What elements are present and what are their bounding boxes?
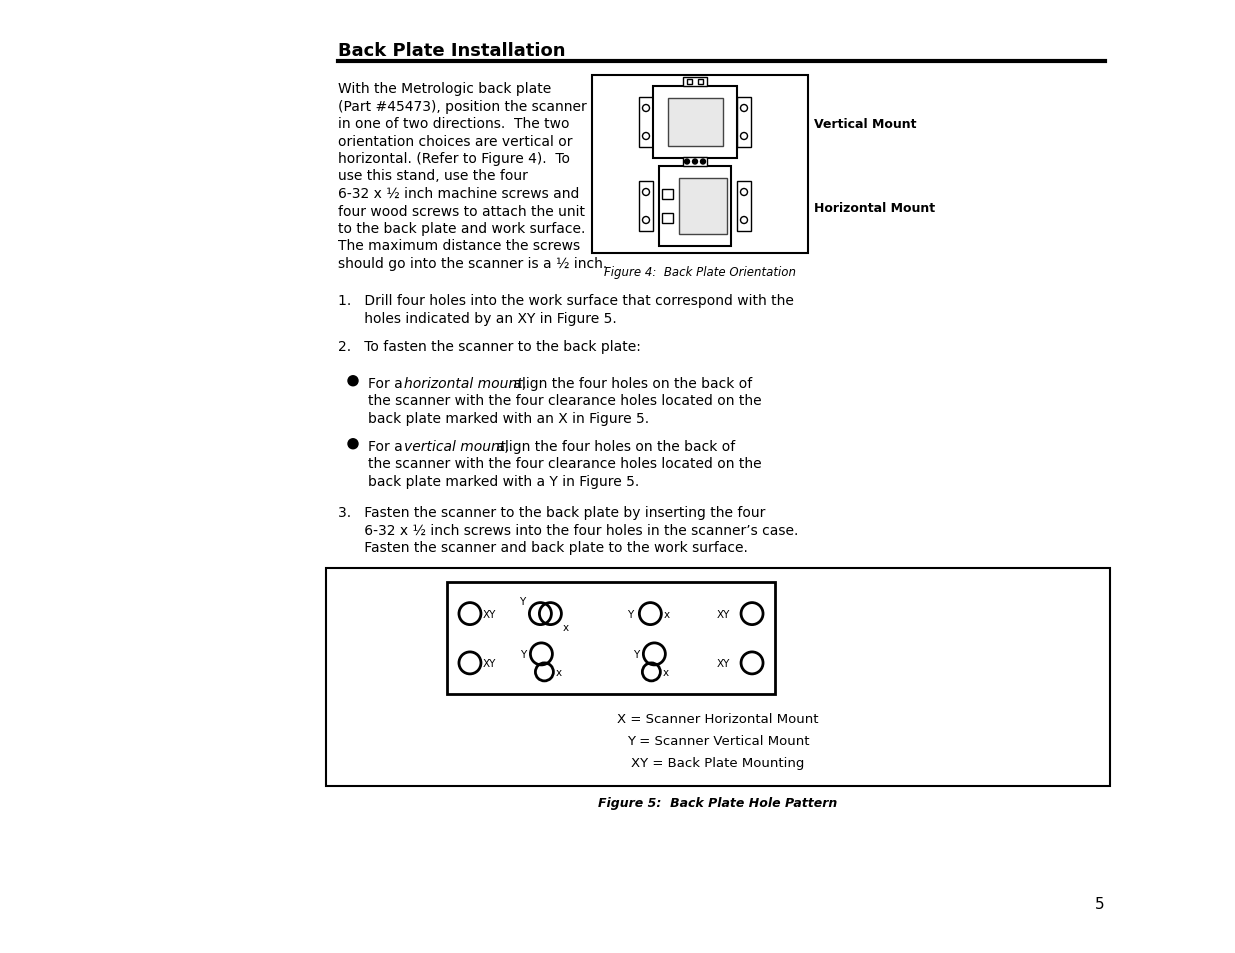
Text: x: x: [556, 667, 562, 678]
Bar: [653, 87, 737, 159]
Text: For a: For a: [368, 439, 408, 454]
Text: use this stand, use the four: use this stand, use the four: [338, 170, 527, 183]
Text: horizontal mount,: horizontal mount,: [404, 376, 527, 391]
Text: XY: XY: [483, 609, 496, 618]
Text: Y = Scanner Vertical Mount: Y = Scanner Vertical Mount: [626, 735, 809, 747]
Bar: [662, 213, 673, 224]
Bar: [638, 98, 653, 148]
Bar: [638, 182, 653, 232]
Text: The maximum distance the screws: The maximum distance the screws: [338, 239, 580, 253]
Text: Fasten the scanner and back plate to the work surface.: Fasten the scanner and back plate to the…: [338, 540, 748, 555]
Text: 6-32 x ½ inch screws into the four holes in the scanner’s case.: 6-32 x ½ inch screws into the four holes…: [338, 523, 798, 537]
Bar: [662, 190, 673, 200]
Text: 6-32 x ½ inch machine screws and: 6-32 x ½ inch machine screws and: [338, 187, 579, 201]
Circle shape: [684, 160, 689, 165]
Text: XY: XY: [718, 609, 730, 618]
Text: With the Metrologic back plate: With the Metrologic back plate: [338, 82, 551, 96]
Bar: [685, 159, 704, 168]
Text: For a: For a: [368, 376, 408, 391]
Bar: [698, 80, 703, 85]
Text: back plate marked with a Y in Figure 5.: back plate marked with a Y in Figure 5.: [368, 475, 640, 488]
Text: should go into the scanner is a ½ inch.: should go into the scanner is a ½ inch.: [338, 256, 608, 271]
Text: four wood screws to attach the unit: four wood screws to attach the unit: [338, 204, 585, 218]
Bar: [667, 99, 722, 147]
Text: Y: Y: [520, 596, 526, 606]
Text: (Part #45473), position the scanner: (Part #45473), position the scanner: [338, 99, 587, 113]
Text: x: x: [562, 622, 568, 632]
Bar: [683, 78, 706, 87]
Text: Vertical Mount: Vertical Mount: [814, 118, 916, 131]
Text: Horizontal Mount: Horizontal Mount: [814, 202, 935, 214]
Text: Back Plate Installation: Back Plate Installation: [338, 42, 566, 60]
Text: back plate marked with an X in Figure 5.: back plate marked with an X in Figure 5.: [368, 412, 650, 425]
Text: Y: Y: [634, 649, 640, 659]
Text: 2.   To fasten the scanner to the back plate:: 2. To fasten the scanner to the back pla…: [338, 339, 641, 354]
Text: Figure 5:  Back Plate Hole Pattern: Figure 5: Back Plate Hole Pattern: [599, 797, 837, 809]
Text: the scanner with the four clearance holes located on the: the scanner with the four clearance hole…: [368, 394, 762, 408]
Text: to the back plate and work surface.: to the back plate and work surface.: [338, 222, 585, 235]
Text: vertical mount,: vertical mount,: [404, 439, 510, 454]
Text: Y: Y: [520, 649, 526, 659]
Bar: [737, 98, 751, 148]
Text: 1.   Drill four holes into the work surface that correspond with the: 1. Drill four holes into the work surfac…: [338, 294, 794, 308]
Bar: [659, 167, 731, 247]
Bar: [679, 179, 727, 234]
Text: XY = Back Plate Mounting: XY = Back Plate Mounting: [631, 757, 805, 769]
Text: Y: Y: [627, 609, 634, 618]
Text: XY: XY: [483, 659, 496, 668]
Text: x: x: [663, 609, 669, 618]
Bar: [326, 569, 1110, 786]
Bar: [447, 582, 776, 695]
Circle shape: [348, 439, 358, 449]
Bar: [687, 80, 692, 85]
Circle shape: [693, 160, 698, 165]
Bar: [592, 76, 808, 253]
Bar: [683, 158, 706, 167]
Text: horizontal. (Refer to Figure 4).  To: horizontal. (Refer to Figure 4). To: [338, 152, 571, 166]
Circle shape: [700, 160, 705, 165]
Text: 5: 5: [1095, 896, 1105, 911]
Text: Figure 4:  Back Plate Orientation: Figure 4: Back Plate Orientation: [604, 266, 797, 278]
Text: align the four holes on the back of: align the four holes on the back of: [509, 376, 752, 391]
Circle shape: [348, 376, 358, 386]
Bar: [737, 182, 751, 232]
Text: holes indicated by an XY in Figure 5.: holes indicated by an XY in Figure 5.: [338, 312, 616, 326]
Text: 3.   Fasten the scanner to the back plate by inserting the four: 3. Fasten the scanner to the back plate …: [338, 506, 766, 519]
Text: align the four holes on the back of: align the four holes on the back of: [492, 439, 735, 454]
Text: orientation choices are vertical or: orientation choices are vertical or: [338, 134, 573, 149]
Text: x: x: [662, 667, 668, 678]
Text: X = Scanner Horizontal Mount: X = Scanner Horizontal Mount: [618, 713, 819, 725]
Text: the scanner with the four clearance holes located on the: the scanner with the four clearance hole…: [368, 456, 762, 471]
Text: in one of two directions.  The two: in one of two directions. The two: [338, 117, 569, 131]
Text: XY: XY: [718, 659, 730, 668]
